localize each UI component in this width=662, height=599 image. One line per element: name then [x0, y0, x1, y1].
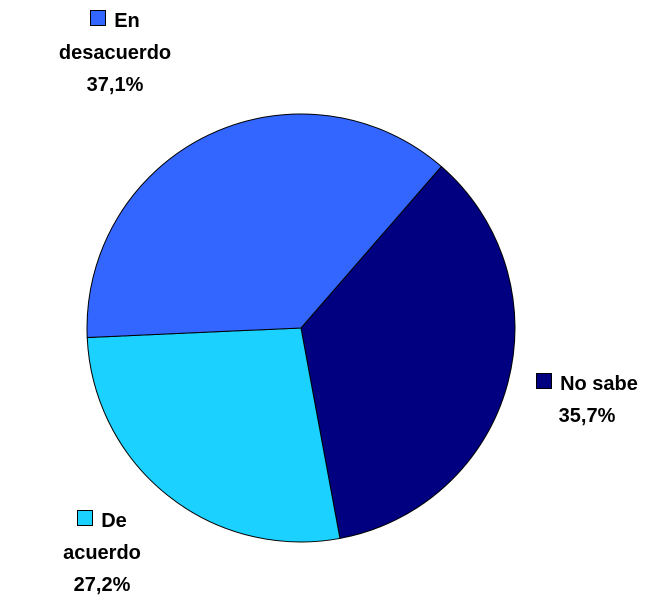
slice-label: De acuerdo 27,2%: [37, 505, 167, 599]
label-name-line: En desacuerdo: [40, 5, 190, 69]
slice-label: No sabe 35,7%: [512, 368, 662, 432]
value-label: 37,1%: [86, 74, 144, 96]
label-name-line: De acuerdo: [37, 505, 167, 569]
category-name: De acuerdo: [63, 510, 141, 564]
legend-swatch: [90, 10, 107, 26]
legend-swatch: [536, 373, 553, 389]
value-label: 35,7%: [558, 405, 616, 427]
value-label: 27,2%: [73, 574, 131, 596]
label-name-line: No sabe: [512, 368, 662, 400]
pie-slice: [86, 327, 341, 543]
pie-slice: [300, 165, 516, 540]
category-name: No sabe: [560, 373, 638, 395]
legend-swatch: [77, 510, 94, 526]
pie-slice: [86, 113, 443, 339]
category-name: En desacuerdo: [58, 10, 172, 64]
slice-label: En desacuerdo 37,1%: [40, 5, 190, 101]
